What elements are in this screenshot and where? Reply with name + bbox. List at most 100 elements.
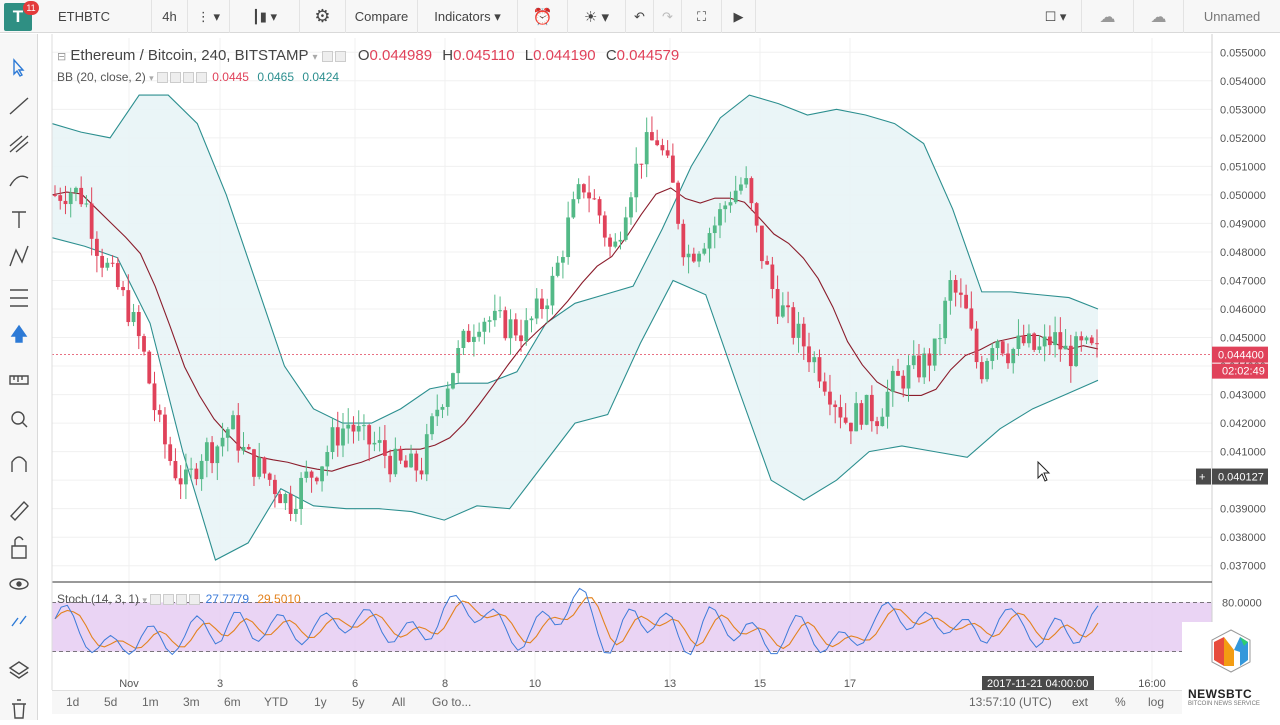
eye-toggle-icon[interactable] — [321, 50, 333, 62]
eye-icon[interactable] — [9, 578, 29, 590]
settings-button[interactable]: ⚙ — [300, 0, 346, 33]
bb-close-icon[interactable] — [195, 72, 207, 84]
candle-body — [561, 257, 565, 263]
countdown-label: 02:02:49 — [1222, 366, 1265, 378]
candle-body — [723, 205, 728, 210]
undo-button[interactable]: ↶ — [626, 0, 654, 33]
indicators-button[interactable]: Indicators ▾ — [418, 0, 518, 33]
brush-icon[interactable] — [9, 175, 29, 187]
chart-style-button[interactable]: ┃▮ ▾ — [230, 0, 300, 33]
layout-name[interactable]: Unnamed — [1203, 9, 1261, 24]
range-all[interactable]: All — [392, 695, 406, 709]
stoch-k-line — [54, 587, 1099, 656]
range-5d[interactable]: 5d — [104, 695, 118, 709]
symbol-search[interactable]: ETHBTC — [48, 0, 152, 33]
candle-body — [273, 479, 277, 495]
candle-body — [278, 494, 283, 504]
bb-settings-icon[interactable] — [169, 72, 181, 84]
candle-body — [655, 140, 660, 146]
candle-body — [670, 155, 675, 183]
stoch-k-value: 27.7779 — [205, 592, 249, 606]
pencil-icon[interactable] — [10, 500, 29, 522]
time-tick-label: 10 — [529, 678, 541, 690]
bb-add-icon[interactable] — [182, 72, 194, 84]
ruler-icon[interactable] — [9, 375, 29, 385]
trendline-icon[interactable] — [9, 97, 29, 115]
utc-clock[interactable]: 13:57:10 (UTC) — [969, 695, 1052, 709]
alert-button[interactable]: ⏰ — [518, 0, 568, 33]
candle-body — [938, 338, 942, 340]
candle-body — [822, 381, 827, 392]
candle-body — [571, 199, 576, 218]
pitchfork-icon[interactable] — [9, 135, 29, 153]
stoch-add-icon[interactable] — [176, 594, 188, 606]
stoch-eye-icon[interactable] — [150, 594, 162, 606]
range-1y[interactable]: 1y — [314, 695, 327, 709]
range-6m[interactable]: 6m — [224, 695, 241, 709]
candle-body — [142, 336, 146, 352]
magnet-icon[interactable] — [11, 456, 27, 472]
ext-toggle[interactable]: ext — [1072, 695, 1089, 709]
range-ytd[interactable]: YTD — [264, 695, 288, 709]
candle-body — [288, 493, 293, 514]
symbol-legend[interactable]: ⊟ Ethereum / Bitcoin, 240, BITSTAMP ▾ O0… — [57, 47, 680, 64]
newsbtc-tagline: BITCOIN NEWS SERVICE — [1188, 701, 1260, 707]
log-toggle[interactable]: log — [1148, 695, 1165, 709]
text-icon[interactable] — [12, 211, 26, 228]
candle-body — [733, 190, 738, 203]
candle-body — [985, 360, 989, 380]
candle-body — [775, 288, 780, 317]
candle-body — [1000, 341, 1005, 354]
drawing-toolbar — [0, 34, 38, 720]
interval-button[interactable]: 4h — [152, 0, 188, 33]
cloud-save-button[interactable]: ☁ — [1134, 0, 1184, 33]
candle-body — [1074, 336, 1078, 367]
candle-body — [943, 300, 948, 339]
candle-body — [995, 341, 1000, 349]
candle-body — [676, 182, 681, 224]
bb-basis-value: 0.0445 — [212, 70, 249, 84]
pattern-icon[interactable] — [9, 245, 29, 267]
range-1m[interactable]: 1m — [142, 695, 159, 709]
cursor-icon[interactable] — [13, 58, 25, 77]
stoch-settings-icon[interactable] — [163, 594, 175, 606]
candle-body — [136, 311, 141, 337]
trash-icon[interactable] — [12, 699, 26, 719]
bb-legend[interactable]: BB (20, close, 2) ▾ 0.0445 0.0465 0.0424 — [57, 70, 340, 84]
replay-button[interactable]: ▶ — [722, 0, 756, 33]
collapse-icon: ⊟ — [57, 51, 67, 63]
percent-toggle[interactable]: % — [1115, 695, 1126, 709]
more-icon: ⋮ ▾ — [196, 8, 221, 24]
compare-button[interactable]: Compare — [346, 0, 418, 33]
ideas-button[interactable]: ☀ ▾ — [568, 0, 626, 33]
time-tick-label: 17 — [844, 678, 856, 690]
goto-button[interactable]: Go to... — [432, 695, 472, 709]
stoch-d-line — [54, 597, 1099, 650]
layout-select[interactable]: ☐ ▾ — [1030, 0, 1082, 33]
cloud-load-button[interactable]: ☁ — [1082, 0, 1134, 33]
range-3m[interactable]: 3m — [183, 695, 200, 709]
interval-menu-button[interactable]: ⋮ ▾ — [188, 0, 230, 33]
stoch-legend[interactable]: Stoch (14, 3, 1) ▾ 27.7779 29.5010 — [57, 592, 301, 606]
range-5y[interactable]: 5y — [352, 695, 365, 709]
stoch-close-icon[interactable] — [189, 594, 201, 606]
redo-button[interactable]: ↷ — [654, 0, 682, 33]
range-1d[interactable]: 1d — [66, 695, 80, 709]
arrow-up-icon[interactable] — [10, 324, 28, 343]
layers-icon[interactable] — [8, 661, 30, 679]
settings-toggle-icon[interactable] — [334, 50, 346, 62]
candle-body — [744, 178, 749, 185]
link-icon[interactable] — [11, 615, 27, 627]
candle-body — [304, 471, 309, 478]
zoom-icon[interactable] — [11, 411, 25, 425]
fullscreen-button[interactable]: ⛶ — [682, 0, 722, 33]
candle-body — [435, 409, 440, 417]
candle-body — [948, 280, 953, 301]
measure-icon[interactable] — [10, 289, 28, 307]
candle-body — [953, 280, 958, 293]
candle-body — [712, 225, 717, 234]
bb-eye-icon[interactable] — [156, 72, 168, 84]
candle-body — [424, 434, 429, 475]
lock-icon[interactable] — [11, 536, 27, 559]
